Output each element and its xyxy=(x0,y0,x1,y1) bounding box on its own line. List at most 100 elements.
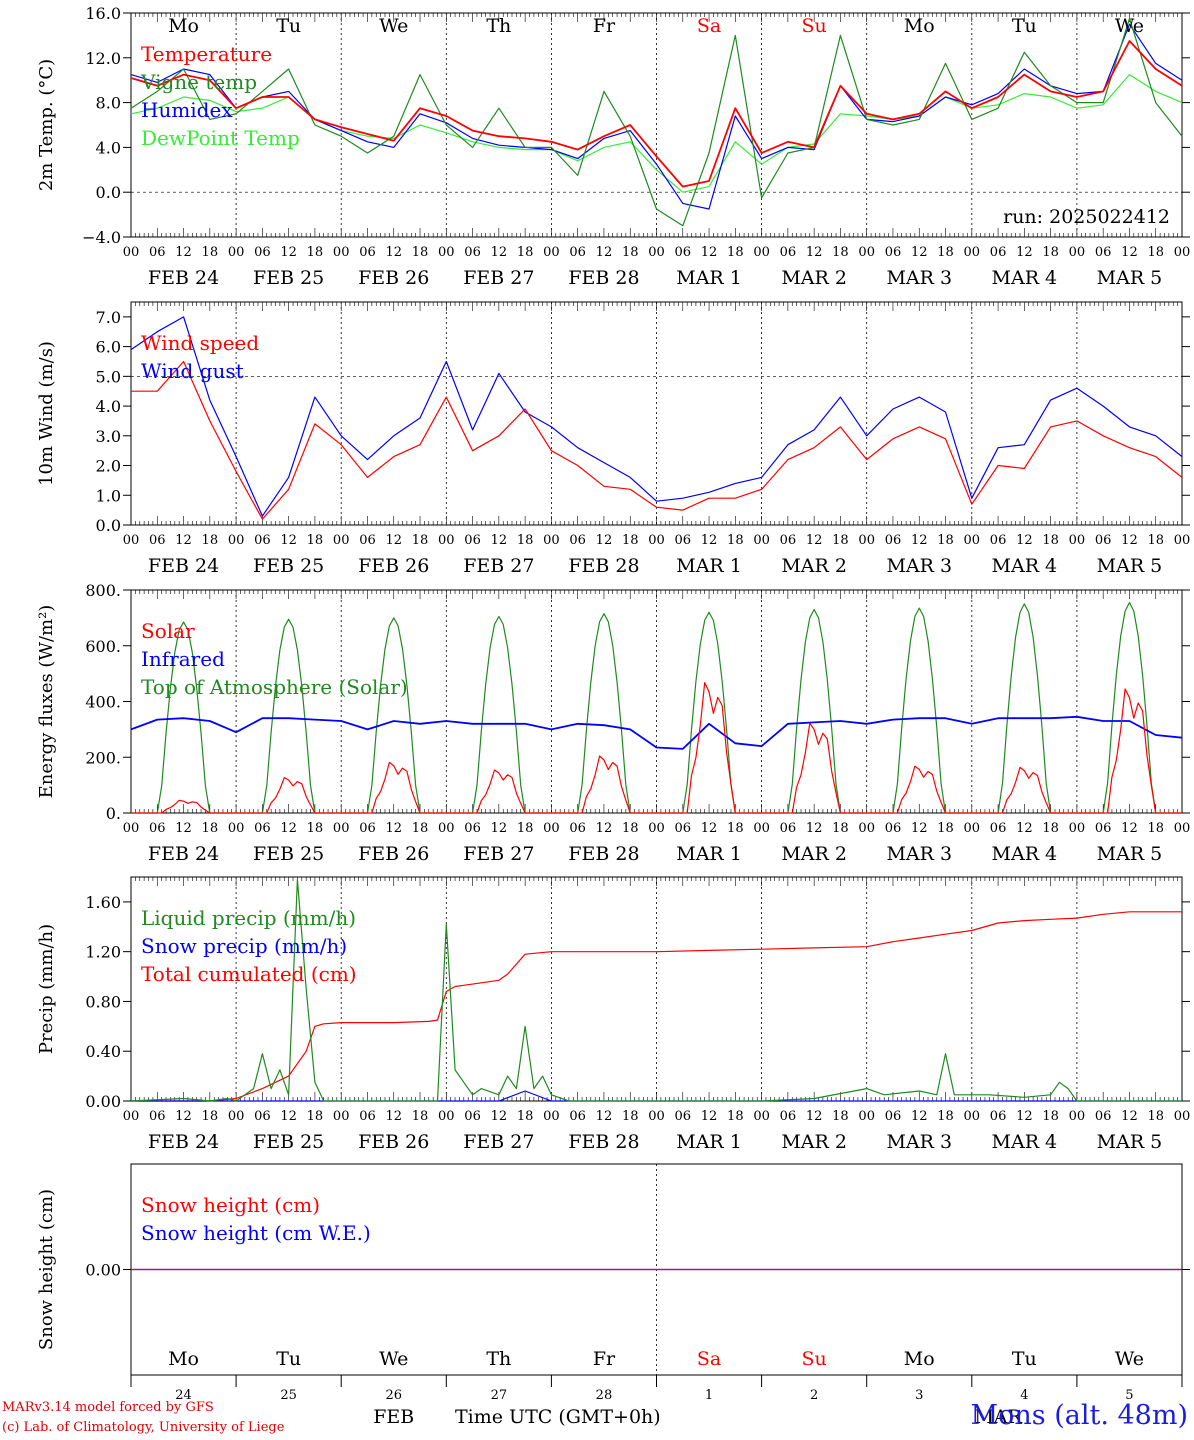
x-hour-label: 00 xyxy=(333,533,350,548)
x-date-label: MAR 2 xyxy=(781,843,847,865)
x-hour-label: 06 xyxy=(780,533,797,548)
y-tick-label: 16.0 xyxy=(85,4,121,23)
x-date-label: MAR 4 xyxy=(992,555,1058,577)
x-hour-label: 00 xyxy=(858,245,875,260)
y-tick-label: 0. xyxy=(106,804,121,823)
x-hour-label: 18 xyxy=(307,533,324,548)
x-date-label: MAR 4 xyxy=(992,843,1058,865)
y-tick-label: 200. xyxy=(85,748,121,767)
x-hour-label: 00 xyxy=(228,533,245,548)
series-line-infrared xyxy=(130,715,1183,750)
x-hour-label: 06 xyxy=(675,245,692,260)
model-credit-line-2: (c) Lab. of Climatology, University of L… xyxy=(2,1420,285,1435)
day-name-label: Mo xyxy=(904,15,935,37)
x-hour-label: 18 xyxy=(1042,533,1059,548)
x-hour-label: 12 xyxy=(806,533,823,548)
x-hour-label: 06 xyxy=(254,533,271,548)
x-hour-label: 06 xyxy=(990,821,1007,836)
x-hour-label: 12 xyxy=(1121,1109,1138,1124)
x-date-label: MAR 2 xyxy=(781,555,847,577)
x-hour-label: 06 xyxy=(780,1109,797,1124)
x-hour-label: 12 xyxy=(701,533,718,548)
day-name-label: Mo xyxy=(904,1348,935,1370)
legend-entry: Liquid precip (mm/h) xyxy=(141,906,356,930)
x-hour-label: 12 xyxy=(385,1109,402,1124)
series-line-wind-speed xyxy=(131,360,1183,520)
x-date-label: FEB 26 xyxy=(358,267,429,289)
x-date-label: MAR 2 xyxy=(781,267,847,289)
bottom-day-number: 28 xyxy=(596,1388,613,1403)
day-name-label: Su xyxy=(802,1348,827,1370)
x-date-label: MAR 3 xyxy=(886,267,952,289)
x-hour-label: 00 xyxy=(333,1109,350,1124)
x-hour-label: 06 xyxy=(1095,533,1112,548)
x-hour-label: 12 xyxy=(806,1109,823,1124)
x-hour-label: 12 xyxy=(911,821,928,836)
x-hour-label: 12 xyxy=(385,533,402,548)
x-hour-label: 12 xyxy=(1016,533,1033,548)
x-hour-label: 00 xyxy=(753,245,770,260)
x-hour-label: 12 xyxy=(701,821,718,836)
x-hour-label: 12 xyxy=(1016,1109,1033,1124)
x-date-label: MAR 3 xyxy=(886,843,952,865)
x-date-label: FEB 26 xyxy=(358,555,429,577)
x-hour-label: 12 xyxy=(701,1109,718,1124)
x-hour-label: 06 xyxy=(464,533,481,548)
x-hour-label: 12 xyxy=(1121,821,1138,836)
x-hour-label: 00 xyxy=(123,1109,140,1124)
series-line-liquid-precip-mm-h- xyxy=(130,878,1182,1102)
y-tick-label: 1.0 xyxy=(96,486,121,505)
x-hour-label: 12 xyxy=(596,1109,613,1124)
x-hour-label: 18 xyxy=(202,821,219,836)
x-hour-label: 12 xyxy=(596,245,613,260)
x-date-label: FEB 28 xyxy=(568,1131,639,1153)
y-tick-label: 400. xyxy=(85,693,121,712)
x-date-label: FEB 24 xyxy=(148,267,219,289)
x-hour-label: 18 xyxy=(832,1109,849,1124)
x-date-label: MAR 5 xyxy=(1097,555,1163,577)
x-hour-label: 06 xyxy=(569,1109,586,1124)
x-hour-label: 18 xyxy=(727,245,744,260)
x-hour-label: 06 xyxy=(359,821,376,836)
x-hour-label: 12 xyxy=(175,533,192,548)
x-hour-label: 06 xyxy=(780,245,797,260)
x-hour-label: 18 xyxy=(937,533,954,548)
x-hour-label: 06 xyxy=(990,533,1007,548)
legend-entry: Top of Atmosphere (Solar) xyxy=(141,675,408,699)
bottom-day-number: 3 xyxy=(915,1388,923,1403)
x-hour-label: 06 xyxy=(359,1109,376,1124)
x-hour-label: 18 xyxy=(832,245,849,260)
bottom-month-label: MAR xyxy=(974,1406,1022,1428)
x-hour-label: 00 xyxy=(438,821,455,836)
day-name-label: Fr xyxy=(593,15,616,37)
x-hour-label: 00 xyxy=(1174,245,1191,260)
x-date-label: MAR 4 xyxy=(992,1131,1058,1153)
x-hour-label: 06 xyxy=(885,821,902,836)
energy-panel: 800. 600. 400. 200. 0. Energy fluxes (W/m²) 00… xyxy=(36,581,1190,865)
x-hour-label: 06 xyxy=(675,821,692,836)
x-date-label: FEB 26 xyxy=(358,1131,429,1153)
legend-entry: Snow height (cm) xyxy=(141,1193,320,1217)
bottom-day-number: 26 xyxy=(385,1388,402,1403)
x-date-label: FEB 27 xyxy=(463,843,534,865)
day-name-label: Su xyxy=(802,15,827,37)
x-hour-label: 12 xyxy=(1016,245,1033,260)
x-hour-label: 18 xyxy=(202,1109,219,1124)
x-hour-label: 18 xyxy=(937,821,954,836)
x-date-label: FEB 26 xyxy=(358,843,429,865)
x-date-label: MAR 2 xyxy=(781,1131,847,1153)
x-date-label: MAR 1 xyxy=(676,555,742,577)
x-date-label: MAR 5 xyxy=(1097,843,1163,865)
x-hour-label: 06 xyxy=(359,245,376,260)
day-name-label: Mo xyxy=(168,15,199,37)
x-hour-label: 06 xyxy=(885,245,902,260)
x-hour-label: 18 xyxy=(307,245,324,260)
x-hour-label: 18 xyxy=(937,1109,954,1124)
x-hour-label: 18 xyxy=(727,821,744,836)
legend-entry: Humidex xyxy=(141,98,233,122)
day-name-label: Sa xyxy=(697,1348,721,1370)
x-hour-label: 12 xyxy=(175,245,192,260)
x-hour-label: 06 xyxy=(359,533,376,548)
x-hour-label: 12 xyxy=(385,245,402,260)
